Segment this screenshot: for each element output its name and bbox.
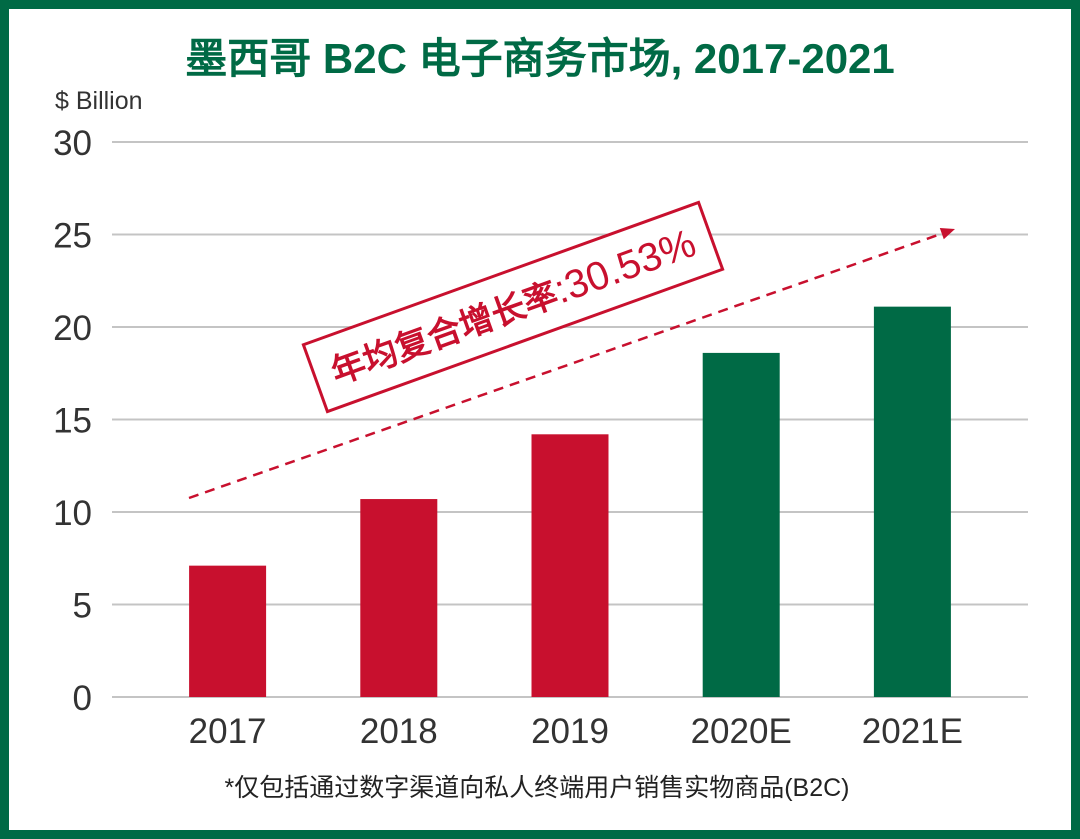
trend-arrow-head bbox=[939, 227, 955, 240]
trend-arrow bbox=[188, 227, 955, 500]
bar-2021E bbox=[873, 306, 951, 697]
x-tick-label-2021E: 2021E bbox=[862, 712, 963, 751]
y-tick-label-30: 30 bbox=[53, 124, 92, 163]
y-tick-label-25: 25 bbox=[53, 217, 92, 256]
bar-2017 bbox=[189, 565, 267, 697]
bar-2020E bbox=[702, 352, 780, 697]
x-tick-label-2018: 2018 bbox=[360, 712, 438, 751]
y-tick-label-10: 10 bbox=[53, 494, 92, 533]
y-axis-unit-label: $ Billion bbox=[55, 87, 143, 115]
y-tick-label-0: 0 bbox=[73, 679, 92, 718]
bar-2019 bbox=[531, 434, 609, 697]
x-tick-label-2017: 2017 bbox=[189, 712, 267, 751]
y-tick-label-20: 20 bbox=[53, 309, 92, 348]
y-tick-label-15: 15 bbox=[53, 402, 92, 441]
trend-arrow-line bbox=[188, 232, 943, 500]
x-tick-label-2020E: 2020E bbox=[691, 712, 792, 751]
bars bbox=[189, 306, 951, 697]
x-tick-label-2019: 2019 bbox=[531, 712, 609, 751]
y-axis-tick-labels: 0 5 10 15 20 25 30 bbox=[53, 124, 92, 718]
x-axis-tick-labels: 2017 2018 2019 2020E 2021E bbox=[189, 712, 963, 751]
chart-title: 墨西哥 B2C 电子商务市场, 2017-2021 bbox=[185, 35, 895, 82]
cagr-annotation-box bbox=[301, 200, 725, 414]
bar-2018 bbox=[360, 499, 438, 697]
footnote: *仅包括通过数字渠道向私人终端用户销售实物商品(B2C) bbox=[224, 774, 849, 802]
cagr-annotation-text: 年均复合增长率:30.53% bbox=[325, 221, 702, 393]
y-tick-label-5: 5 bbox=[73, 587, 92, 626]
